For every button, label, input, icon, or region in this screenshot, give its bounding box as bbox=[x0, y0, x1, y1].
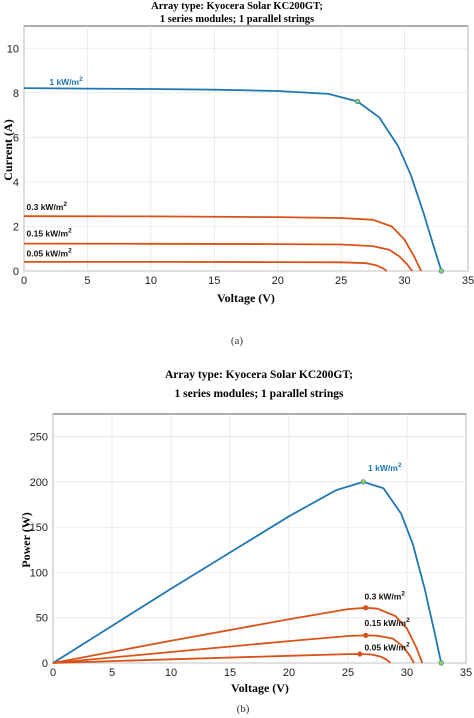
chart-b-title-line-2: 1 series modules; 1 parallel strings bbox=[175, 388, 344, 400]
chart-a-series-line-3 bbox=[24, 260, 388, 272]
chart-b-series-labels: 1 kW/m20.3 kW/m20.15 kW/m20.05 kW/m2 bbox=[365, 462, 411, 652]
chart-b-x-tick-label: 0 bbox=[50, 667, 56, 679]
series-label-base: 0.3 kW/m bbox=[27, 202, 64, 212]
chart-b-series-line-2 bbox=[52, 634, 415, 664]
chart-b-series-label-0: 1 kW/m2 bbox=[368, 462, 402, 473]
chart-b-x-tick-label: 15 bbox=[224, 667, 236, 679]
chart-b-series-layer bbox=[52, 479, 444, 666]
chart-b-title-line-1: Array type: Kyocera Solar KC200GT; bbox=[165, 369, 353, 381]
series-label-base: 0.15 kW/m bbox=[365, 618, 407, 628]
chart-b-grid bbox=[52, 414, 467, 664]
chart-b-x-tick-labels: 0 5 10 15 20 25 30 35 bbox=[50, 667, 472, 679]
series-label-base: 1 kW/m bbox=[368, 463, 398, 473]
chart-b-x-tick-label: 10 bbox=[165, 667, 177, 679]
chart-a-series-label-2: 0.15 kW/m2 bbox=[27, 227, 73, 238]
chart-b-y-tick-label: 150 bbox=[30, 522, 48, 534]
chart-a-y-tick-label: 0 bbox=[13, 266, 19, 278]
chart-a-y-tick-label: 2 bbox=[13, 221, 19, 233]
chart-b-y-tick-label: 50 bbox=[36, 613, 48, 625]
chart-a-title-line-1: Array type: Kyocera Solar KC200GT; bbox=[151, 1, 323, 12]
series-label-base: 0.05 kW/m bbox=[365, 642, 407, 652]
series-label-base: 0.05 kW/m bbox=[27, 249, 69, 259]
chart-a-x-tick-label: 10 bbox=[145, 275, 157, 287]
chart-a-x-tick-label: 30 bbox=[398, 275, 410, 287]
chart-b-mpp-marker-1 bbox=[363, 605, 369, 611]
chart-a-y-tick-labels: 0 2 4 6 8 10 bbox=[7, 43, 19, 278]
chart-b-y-tick-label: 0 bbox=[42, 658, 48, 670]
chart-power-voltage: Array type: Kyocera Solar KC200GT; 1 ser… bbox=[19, 369, 472, 715]
series-label-superscript: 2 bbox=[68, 248, 72, 255]
chart-a-grid bbox=[23, 26, 469, 272]
chart-a-x-tick-label: 0 bbox=[21, 275, 27, 287]
chart-a-x-tick-label: 35 bbox=[462, 275, 474, 287]
chart-a-y-tick-label: 10 bbox=[7, 43, 19, 55]
chart-b-x-tick-label: 25 bbox=[342, 667, 354, 679]
chart-b-mpp-marker-2 bbox=[363, 632, 369, 638]
chart-b-x-axis-label: Voltage (V) bbox=[231, 681, 289, 695]
chart-b-y-tick-label: 250 bbox=[30, 432, 48, 444]
chart-b-series-label-1: 0.3 kW/m2 bbox=[365, 591, 406, 602]
chart-a-x-tick-label: 15 bbox=[208, 275, 220, 287]
series-label-base: 1 kW/m bbox=[49, 77, 79, 87]
chart-a-mpp-marker-0 bbox=[355, 98, 361, 105]
chart-b-mpp-marker-0 bbox=[360, 479, 366, 485]
chart-b-series-label-2: 0.15 kW/m2 bbox=[365, 617, 411, 628]
series-label-base: 0.3 kW/m bbox=[365, 592, 402, 602]
series-label-superscript: 2 bbox=[406, 641, 410, 648]
chart-b-y-axis-label: Power (W) bbox=[19, 512, 33, 567]
chart-b-plot-area bbox=[52, 413, 467, 664]
chart-b-x-tick-label: 20 bbox=[283, 667, 295, 679]
chart-b-mpp-marker-3 bbox=[357, 651, 363, 657]
chart-b-series-label-3: 0.05 kW/m2 bbox=[365, 641, 411, 652]
chart-a-series-labels: 1 kW/m20.3 kW/m20.15 kW/m20.05 kW/m2 bbox=[27, 76, 84, 259]
chart-b-y-tick-labels: 0 50 100 150 200 250 bbox=[30, 432, 48, 670]
chart-b-caption: (b) bbox=[237, 703, 250, 715]
chart-a-y-tick-label: 4 bbox=[13, 177, 19, 189]
chart-a-y-axis-label: Current (A) bbox=[1, 119, 15, 180]
chart-a-series-label-0: 1 kW/m2 bbox=[49, 76, 83, 87]
chart-a-y-tick-label: 8 bbox=[13, 88, 19, 100]
chart-a-x-axis-label: Voltage (V) bbox=[217, 291, 275, 305]
series-label-superscript: 2 bbox=[401, 591, 405, 598]
chart-a-x-tick-label: 20 bbox=[272, 275, 284, 287]
chart-b-y-tick-label: 100 bbox=[30, 567, 48, 579]
chart-a-series-line-1 bbox=[23, 215, 422, 272]
chart-b-series-line-1 bbox=[52, 606, 424, 664]
chart-b-x-tick-label: 5 bbox=[109, 667, 115, 679]
series-label-base: 0.15 kW/m bbox=[27, 228, 69, 238]
chart-b-x-tick-label: 30 bbox=[401, 667, 413, 679]
chart-a-caption: (a) bbox=[231, 335, 244, 347]
chart-a-y-tick-label: 6 bbox=[13, 132, 19, 144]
series-label-superscript: 2 bbox=[79, 76, 83, 83]
chart-a-series-layer bbox=[23, 87, 444, 274]
series-label-superscript: 2 bbox=[68, 227, 72, 234]
chart-a-x-tick-label: 5 bbox=[84, 275, 90, 287]
chart-current-voltage: Array type: Kyocera Solar KC200GT; 1 ser… bbox=[1, 1, 474, 347]
chart-a-plot-area bbox=[23, 25, 469, 272]
chart-a-series-line-2 bbox=[23, 242, 413, 272]
chart-a-voc-marker-0 bbox=[438, 268, 444, 274]
chart-b-x-tick-label: 35 bbox=[460, 667, 472, 679]
chart-b-voc-marker-0 bbox=[438, 660, 444, 666]
series-label-superscript: 2 bbox=[63, 201, 67, 208]
series-label-superscript: 2 bbox=[398, 462, 402, 469]
chart-a-x-tick-label: 25 bbox=[335, 275, 347, 287]
chart-a-title-line-2: 1 series modules; 1 parallel strings bbox=[160, 14, 314, 25]
chart-a-x-tick-labels: 0 5 10 15 20 25 30 35 bbox=[21, 275, 474, 287]
chart-b-y-tick-label: 200 bbox=[30, 477, 48, 489]
series-label-superscript: 2 bbox=[406, 617, 410, 624]
chart-a-series-label-1: 0.3 kW/m2 bbox=[27, 201, 68, 212]
chart-a-series-label-3: 0.05 kW/m2 bbox=[27, 248, 73, 259]
